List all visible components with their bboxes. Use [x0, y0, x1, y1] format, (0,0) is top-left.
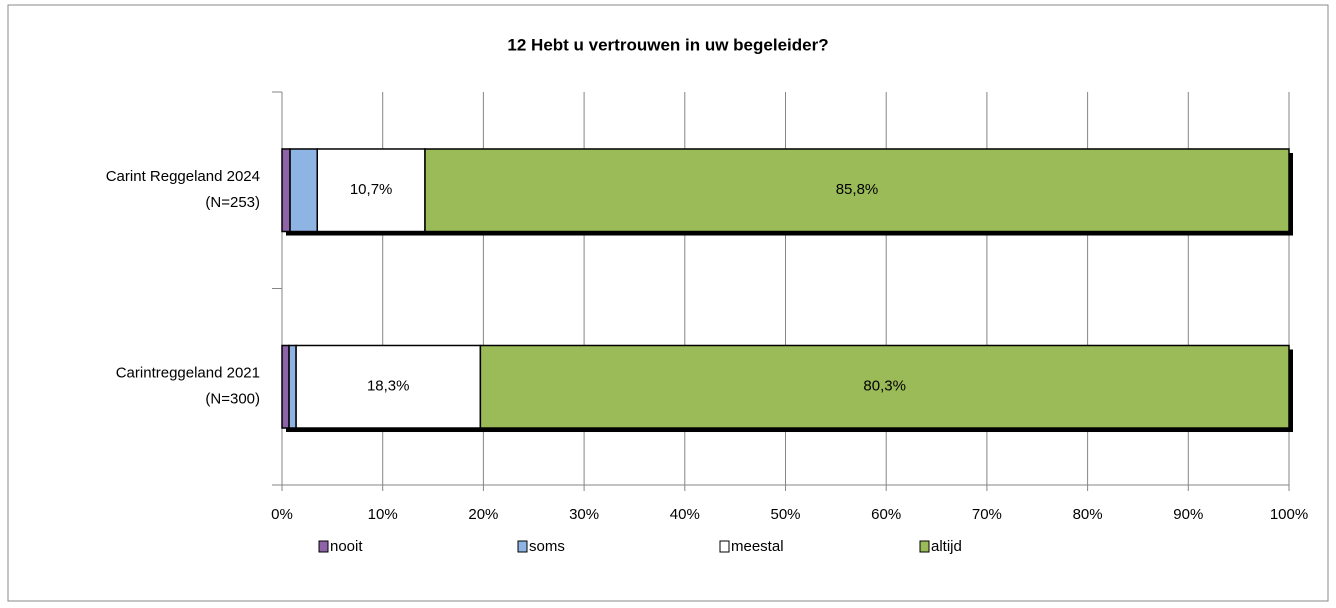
legend-label: meestal	[731, 538, 784, 555]
legend-swatch	[517, 540, 528, 553]
chart-title: 12 Hebt u vertrouwen in uw begeleider?	[507, 35, 828, 54]
bar-segment	[289, 148, 318, 233]
data-label: 18,3%	[367, 378, 410, 395]
bar-segment	[295, 344, 482, 429]
chart-border	[7, 4, 1329, 602]
x-tick-label: 20%	[468, 506, 498, 523]
bar-segment	[281, 344, 290, 429]
bar-segment	[281, 148, 291, 233]
legend-label: soms	[529, 538, 565, 555]
data-label: 10,7%	[350, 181, 393, 198]
data-label: 80,3%	[863, 378, 906, 395]
y-tick-label: (N=253)	[205, 194, 260, 211]
bar-segment	[479, 344, 1290, 429]
bar-segment	[424, 148, 1290, 233]
y-tick-label: Carint Reggeland 2024	[106, 168, 260, 185]
legend-swatch	[719, 540, 730, 553]
x-tick-label: 0%	[271, 506, 293, 523]
bar-segment	[288, 344, 297, 429]
legend-swatch	[318, 540, 329, 553]
x-tick-label: 80%	[1073, 506, 1103, 523]
legend-label: altijd	[931, 538, 962, 555]
x-tick-label: 60%	[871, 506, 901, 523]
data-label: 85,8%	[836, 181, 879, 198]
x-tick-label: 30%	[569, 506, 599, 523]
x-tick-label: 10%	[368, 506, 398, 523]
y-tick-label: (N=300)	[205, 391, 260, 408]
legend-swatch	[919, 540, 930, 553]
x-tick-label: 50%	[770, 506, 800, 523]
x-tick-label: 40%	[670, 506, 700, 523]
x-tick-label: 100%	[1270, 506, 1308, 523]
y-tick-label: Carintreggeland 2021	[116, 365, 260, 382]
x-tick-label: 90%	[1173, 506, 1203, 523]
x-tick-label: 70%	[972, 506, 1002, 523]
legend-label: nooit	[330, 538, 363, 555]
